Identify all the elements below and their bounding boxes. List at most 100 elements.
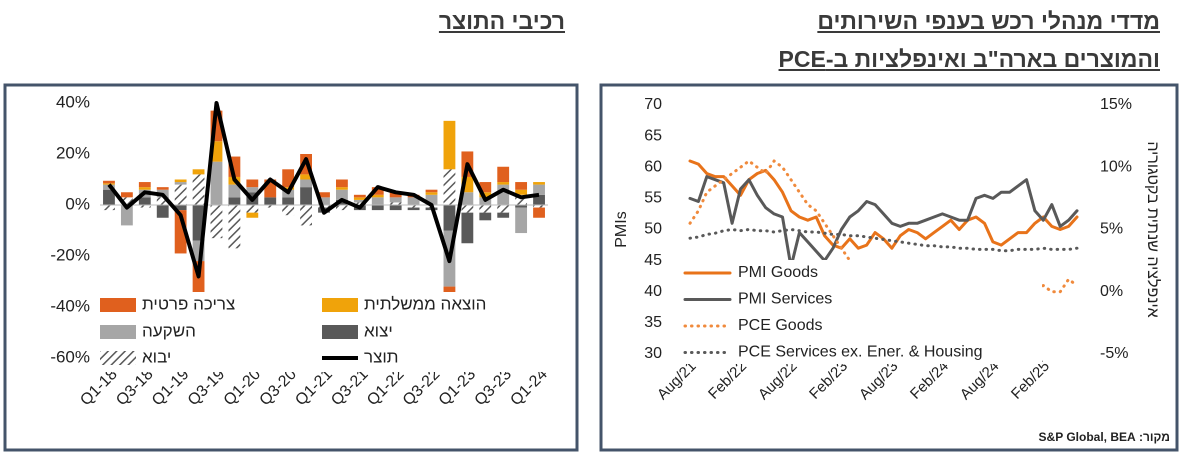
x-tick-label: Q1-20 <box>221 366 265 410</box>
bar <box>407 205 420 208</box>
bar <box>210 205 223 239</box>
bar <box>264 179 277 198</box>
bar <box>389 197 402 203</box>
bar <box>138 187 151 190</box>
bar <box>264 197 277 205</box>
bar <box>515 182 528 190</box>
left-title: רכיבי התוצר <box>438 8 565 34</box>
legend-swatch <box>100 351 136 365</box>
line <box>107 101 540 279</box>
bar <box>389 202 402 205</box>
x-tick-label: Q1-24 <box>507 366 551 410</box>
bar <box>228 156 241 177</box>
bar <box>407 197 420 205</box>
line <box>688 175 1079 269</box>
legend-label: PCE Goods <box>738 317 822 334</box>
bar <box>336 179 348 188</box>
bar <box>246 179 259 188</box>
bar <box>497 205 510 213</box>
y2-tick-label: 15% <box>1100 96 1132 113</box>
bar <box>246 212 259 218</box>
bar <box>353 197 366 200</box>
legend-label: יבוא <box>142 347 171 366</box>
bar <box>461 205 474 213</box>
bar <box>443 169 456 205</box>
bar <box>425 194 438 205</box>
bar <box>533 207 545 218</box>
legend-label: PMI Goods <box>738 264 818 281</box>
bar <box>192 174 205 205</box>
bar <box>156 187 169 190</box>
y-tick-label: 30 <box>644 345 662 362</box>
x-tick-label: Q1-21 <box>292 366 336 410</box>
x-tick-label: Q3-20 <box>257 366 301 410</box>
bar <box>371 197 384 205</box>
x-tick-label: Q3-21 <box>328 366 372 410</box>
x-tick-label: Q1-22 <box>364 366 408 410</box>
x-tick-label: Q3-19 <box>185 366 229 410</box>
y-tick-label: 20% <box>56 143 90 162</box>
bar <box>389 205 402 211</box>
right-title-line: מדדי מנהלי רכש בענפי השירותים <box>817 8 1160 34</box>
legend-label: הוצאה ממשלתית <box>364 294 486 313</box>
y2-tick-label: -5% <box>1100 345 1128 362</box>
bar <box>120 192 133 198</box>
bar <box>533 184 545 195</box>
bar <box>371 194 384 198</box>
bar <box>210 110 223 142</box>
bar <box>515 207 528 234</box>
y-tick-label: 40 <box>644 283 662 300</box>
bar <box>353 194 366 198</box>
bar <box>497 182 510 185</box>
bar <box>228 205 241 249</box>
y-tick-label: 60 <box>644 158 662 175</box>
y-tick-label: -20% <box>50 245 90 264</box>
bar <box>353 199 366 203</box>
bar <box>192 169 205 175</box>
y-tick-label: 0% <box>65 194 90 213</box>
bar <box>300 179 312 188</box>
bar <box>300 187 312 205</box>
bar <box>461 212 474 244</box>
bar <box>174 179 187 183</box>
x-tick-label: Q3-22 <box>400 366 444 410</box>
bar <box>138 182 151 188</box>
left-frame <box>3 83 579 452</box>
line <box>688 228 1079 253</box>
bar <box>228 184 241 198</box>
y-tick-label: 45 <box>644 252 662 269</box>
bar <box>228 197 241 205</box>
bar <box>371 205 384 211</box>
bar <box>174 184 187 205</box>
x-tick-label: Q1-19 <box>149 366 193 410</box>
bar <box>389 192 402 198</box>
bar <box>425 189 438 193</box>
bar <box>515 189 528 195</box>
y-tick-label: -60% <box>50 347 90 366</box>
legend-label: השקעה <box>142 321 196 340</box>
bar <box>210 161 223 205</box>
bar <box>300 205 312 226</box>
bar <box>371 187 384 195</box>
x-tick-label: Q1-23 <box>436 366 480 410</box>
bar <box>192 240 205 262</box>
x-tick-label: Q3-18 <box>113 366 157 410</box>
bar <box>515 205 528 208</box>
bar <box>246 205 259 213</box>
legend-swatch <box>322 298 358 312</box>
bar <box>282 169 295 188</box>
legend-label: יצוא <box>364 321 393 340</box>
legend-swatch <box>322 325 358 339</box>
bar <box>192 205 205 241</box>
legend-swatch <box>100 325 136 339</box>
bar <box>192 261 205 300</box>
bar <box>533 194 545 205</box>
bar <box>120 197 133 205</box>
y-tick-label: 50 <box>644 221 662 238</box>
bar <box>497 212 510 218</box>
bar <box>300 174 312 180</box>
x-tick-label: Aug/24 <box>957 358 1003 404</box>
bar <box>103 183 115 185</box>
bar <box>479 205 492 213</box>
